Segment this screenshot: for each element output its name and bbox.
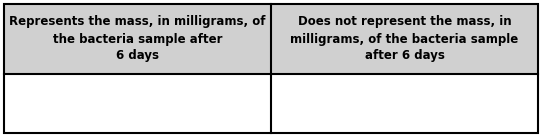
Text: Does not represent the mass, in
milligrams, of the bacteria sample
after 6 days: Does not represent the mass, in milligra… [291, 15, 519, 62]
Text: Represents the mass, in milligrams, of
the bacteria sample after
6 days: Represents the mass, in milligrams, of t… [9, 15, 266, 62]
Bar [271, 4, 538, 74]
Bar [271, 74, 538, 133]
Bar [4, 74, 271, 133]
Bar [4, 4, 271, 74]
